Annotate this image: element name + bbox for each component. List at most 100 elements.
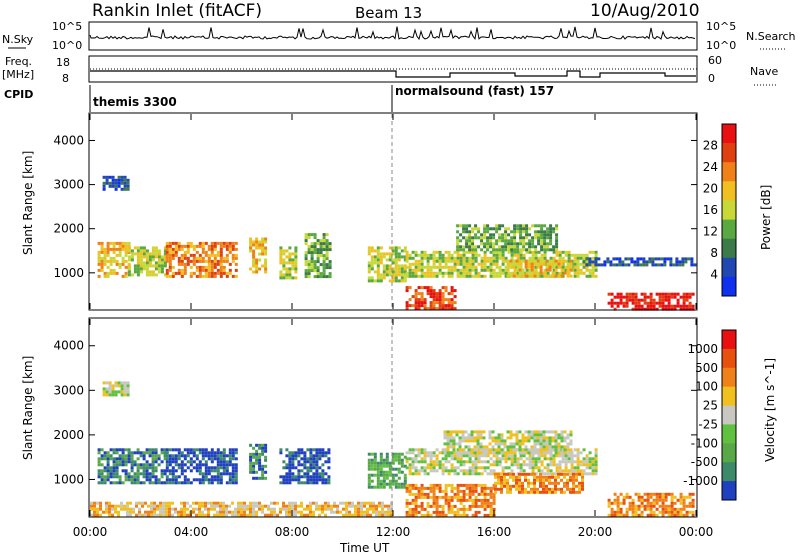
heatmap-cell-1-10 [147,504,150,508]
heatmap-cell-1-2 [261,470,265,474]
heatmap-cell-1-5 [420,448,424,452]
heatmap-cell-1-8 [500,481,503,485]
heatmap-cell-1-5 [543,472,547,476]
heatmap-cell-0-2 [210,244,214,248]
heatmap-cell-0-2 [189,265,193,269]
heatmap-cell-0-2 [210,262,214,266]
heatmap-cell-0-8 [546,227,550,231]
heatmap-cell-0-0 [97,262,101,266]
heatmap-cell-0-8 [543,248,547,252]
heatmap-cell-0-7 [441,274,445,278]
heatmap-cell-1-1 [183,478,187,482]
heatmap-cell-1-0 [133,451,137,455]
heatmap-cell-1-0 [160,481,164,485]
heatmap-cell-0-7 [429,268,433,272]
heatmap-cell-0-2 [222,259,226,263]
heatmap-cell-0-0 [100,247,104,251]
heatmap-cell-1-5 [420,457,424,461]
heatmap-cell-0-8 [498,245,502,249]
heatmap-cell-1-10 [99,501,102,505]
heatmap-cell-1-7 [414,498,418,502]
heatmap-cell-1-7 [465,498,469,502]
heatmap-cell-1-6 [455,433,459,437]
heatmap-cell-0-7 [492,253,496,257]
heatmap-cell-0-6 [388,252,392,256]
heatmap-cell-1-10 [225,510,228,514]
heatmap-cell-0-3 [252,243,256,247]
heatmap-cell-1-6 [521,448,525,452]
heatmap-cell-1-1 [165,481,169,485]
heatmap-cell-0-10 [539,268,543,272]
heatmap-cell-0-7 [438,268,442,272]
heatmap-cell-1-0 [154,451,158,455]
heatmap-cell-0-11 [664,292,668,296]
heatmap-cell-0-7 [468,274,472,278]
heatmap-cell-0-2 [198,265,202,269]
heatmap-cell-0-6 [391,279,395,283]
heatmap-cell-0-9 [405,307,409,311]
heatmap-cell-0-8 [468,245,472,249]
heatmap-cell-1-1 [189,460,193,464]
heatmap-cell-0-12 [642,263,646,267]
heatmap-cell-1-9 [661,513,665,517]
heatmap-cell-0-9 [408,304,412,308]
heatmap-cell-0-8 [525,248,529,252]
heatmap-cell-0-7 [504,256,508,260]
heatmap-cell-0-4 [294,249,298,253]
heatmap-cell-0-4 [279,270,283,274]
heatmap-cell-1-10 [171,501,174,505]
heatmap-cell-0-2 [201,259,205,263]
heatmap-cell-0-6 [403,255,407,259]
heatmap-cell-0-6 [400,279,404,283]
heatmap-cell-1-5 [540,451,544,455]
heatmap-cell-1-5 [498,460,502,464]
heatmap-cell-0-8 [522,224,526,228]
heatmap-cell-1-3 [297,463,301,467]
heatmap-cell-0-8 [555,248,559,252]
heatmap-cell-1-3 [291,475,295,479]
heatmap-cell-1-5 [519,463,523,467]
heatmap-cell-1-9 [613,492,617,496]
heatmap-cell-1-10 [93,510,96,514]
heatmap-cell-0-2 [219,253,223,257]
heatmap-cell-0-8 [492,248,496,252]
heatmap-cell-0-11 [664,295,668,299]
heatmap-cell-1-6 [527,436,531,440]
heatmap-cell-1-6 [443,436,447,440]
heatmap-cell-1-8 [533,475,536,479]
heatmap-cell-1-0 [106,469,110,473]
heatmap-cell-1-9 [670,498,674,502]
heatmap-cell-1-9 [655,513,659,517]
heatmap-cell-0-7 [537,250,541,254]
heatmap-cell-1-6 [446,439,450,443]
heatmap-cell-0-8 [540,242,544,246]
heatmap-cell-1-4 [370,452,374,456]
heatmap-cell-0-8 [501,224,505,228]
heatmap-cell-0-9 [450,298,454,302]
heatmap-cell-1-7 [423,492,427,496]
heatmap-cell-1-10 [222,510,225,514]
heatmap-cell-1-0 [109,457,113,461]
heatmap-cell-1-2 [258,467,262,471]
heatmap-cell-1-3 [318,454,322,458]
heatmap-cell-0-1 [148,264,152,268]
heatmap-cell-1-6 [497,436,501,440]
heatmap-cell-1-7 [462,513,466,517]
heatmap-cell-1-7 [459,495,463,499]
heatmap-cell-1-7 [486,504,490,508]
heatmap-cell-0-2 [207,244,211,248]
heatmap-cell-1-11 [123,390,127,394]
heatmap-cell-1-11 [117,384,121,388]
heatmap-cell-1-8 [542,484,545,488]
heatmap-cell-0-13 [117,178,121,182]
heatmap-cell-0-2 [201,241,205,245]
heatmap-cell-1-5 [534,472,538,476]
heatmap-cell-1-6 [482,445,486,449]
heatmap-cell-1-5 [411,451,415,455]
heatmap-cell-1-10 [171,513,174,517]
heatmap-cell-0-5 [319,251,323,255]
heatmap-cell-0-2 [231,247,235,251]
heatmap-cell-1-9 [634,507,638,511]
heatmap-cell-0-7 [474,253,478,257]
heatmap-cell-1-7 [414,495,418,499]
